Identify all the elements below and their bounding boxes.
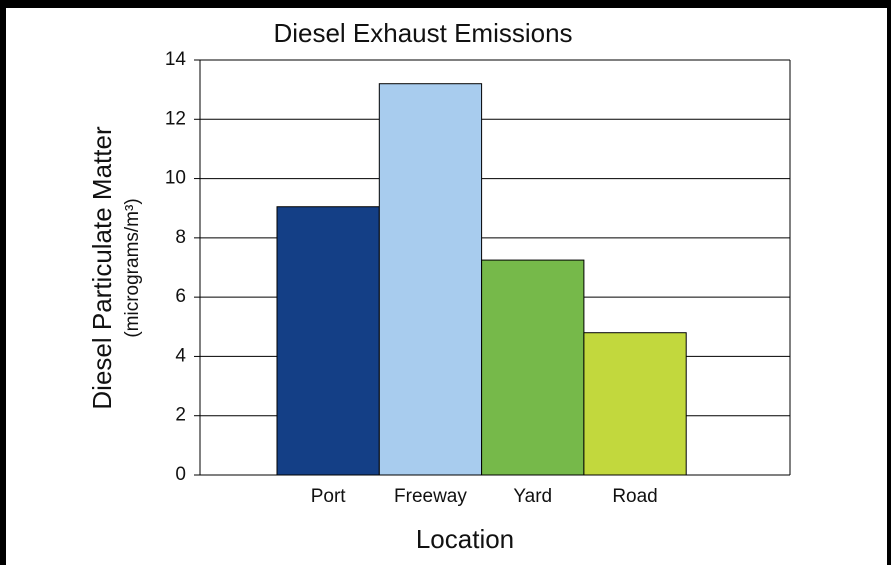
- y-tick-label: 6: [175, 286, 186, 307]
- y-axis-sublabel: (micrograms/m³): [122, 198, 143, 337]
- chart-title: Diesel Exhaust Emissions: [273, 18, 572, 48]
- y-tick-label: 0: [175, 464, 186, 485]
- frame-top: [0, 0, 891, 8]
- y-axis-label: Diesel Particulate Matter: [87, 126, 117, 410]
- bar: [583, 332, 687, 476]
- x-tick-label: Yard: [513, 486, 552, 507]
- y-tick-label: 4: [175, 345, 186, 366]
- bar: [378, 83, 483, 476]
- bar: [276, 206, 380, 476]
- y-tick-label: 2: [175, 405, 186, 426]
- frame-right: [887, 0, 891, 565]
- y-tick-label: 10: [165, 168, 186, 189]
- x-tick-label: Port: [311, 486, 347, 507]
- y-tick-label: 12: [165, 108, 186, 129]
- x-axis-label: Location: [416, 524, 514, 554]
- frame-left: [0, 0, 6, 565]
- y-tick-label: 14: [165, 49, 187, 70]
- bar: [481, 259, 585, 476]
- y-tick-label: 8: [175, 227, 186, 248]
- x-tick-label: Freeway: [394, 486, 467, 507]
- x-tick-label: Road: [612, 486, 657, 507]
